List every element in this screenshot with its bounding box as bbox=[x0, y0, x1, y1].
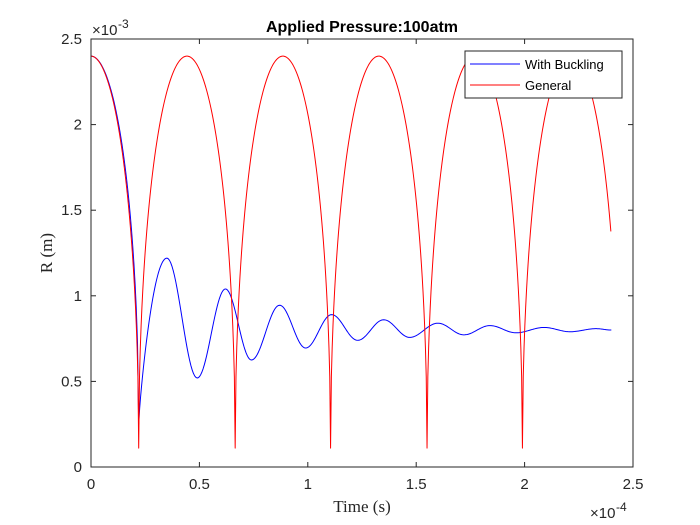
x-tick-label: 0.5 bbox=[189, 476, 210, 493]
y-tick-label: 1.5 bbox=[61, 202, 82, 219]
plot-frame bbox=[90, 38, 634, 468]
x-tick-label: 1 bbox=[304, 476, 312, 493]
x-tick-label: 2.5 bbox=[623, 476, 644, 493]
y-tick-label: 0.5 bbox=[61, 373, 82, 390]
x-multiplier: ×10 bbox=[590, 505, 615, 522]
y-tick-label: 1 bbox=[74, 288, 82, 305]
y-axis-label: R (m) bbox=[37, 233, 56, 273]
x-tick-label: 0 bbox=[87, 476, 95, 493]
x-exponent: -4 bbox=[616, 500, 627, 514]
x-tick-label: 2 bbox=[520, 476, 528, 493]
x-axis-label: Time (s) bbox=[333, 497, 390, 516]
legend-box bbox=[464, 50, 623, 99]
series-layer bbox=[90, 55, 612, 449]
y-tick-label: 2 bbox=[74, 117, 82, 134]
y-multiplier: ×10 bbox=[92, 22, 117, 39]
legend-label-general: General bbox=[525, 78, 571, 93]
legend: With Buckling General bbox=[464, 50, 623, 99]
x-exponent-label: ×10 -4 bbox=[590, 500, 627, 522]
series-line-general bbox=[90, 55, 612, 449]
series-line-with-buckling bbox=[90, 55, 612, 425]
ticks-layer: 0 0.5 1 1.5 2 2.5 0 0.5 1 1.5 2 2.5 bbox=[61, 31, 643, 493]
chart-title: Applied Pressure:100atm bbox=[266, 19, 458, 36]
plot-area bbox=[91, 39, 633, 467]
y-tick-label: 0 bbox=[74, 459, 82, 476]
y-exponent-label: ×10 -3 bbox=[92, 17, 129, 39]
y-exponent: -3 bbox=[118, 17, 129, 31]
y-tick-label: 2.5 bbox=[61, 31, 82, 48]
legend-label-with-buckling: With Buckling bbox=[525, 57, 604, 72]
x-tick-label: 1.5 bbox=[406, 476, 427, 493]
